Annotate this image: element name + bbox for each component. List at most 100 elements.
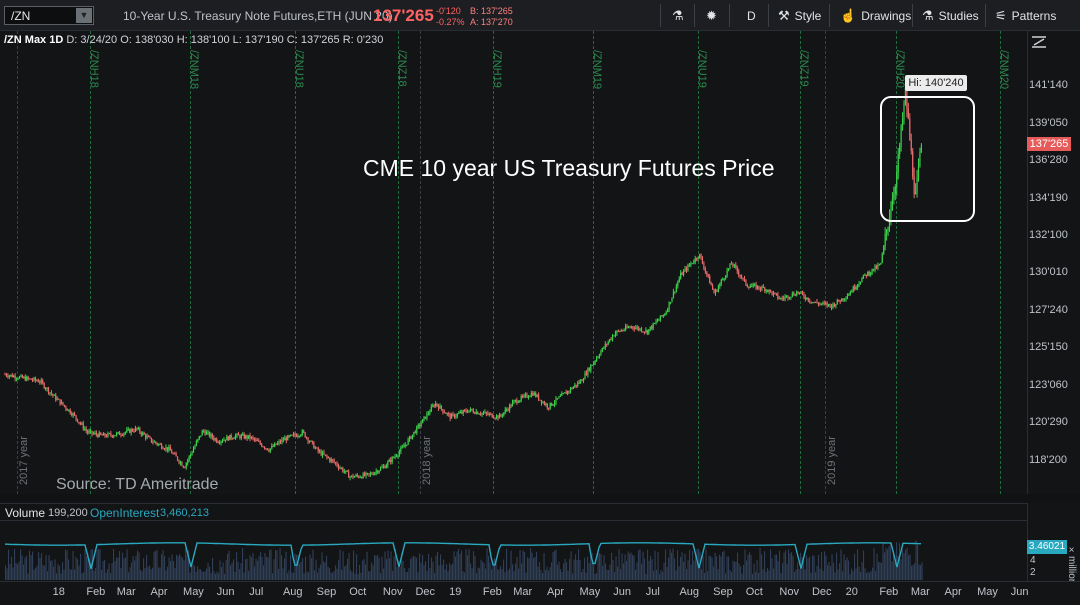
volume-bar [618, 549, 620, 580]
volume-bar [251, 557, 253, 580]
candle-body [469, 408, 472, 411]
volume-bar [242, 548, 244, 580]
volume-bar [159, 567, 161, 580]
volume-bar [341, 569, 343, 580]
symbol-selector[interactable]: /ZN ▼ [4, 6, 94, 25]
volume-bar [479, 568, 481, 580]
volume-bar [882, 543, 884, 580]
volume-bar [417, 572, 419, 580]
volume-bar [225, 560, 227, 580]
settings-button[interactable]: ✹ [706, 5, 722, 27]
candle-body [108, 433, 110, 435]
candle-body [190, 454, 192, 457]
candle-body [234, 435, 237, 439]
flask-button[interactable]: ⚗ [672, 5, 689, 27]
candle-body [69, 409, 71, 414]
candle-body [242, 434, 244, 436]
patterns-button[interactable]: ⚟ Patterns [995, 5, 1056, 27]
volume-bar [774, 554, 776, 580]
aggregation-button[interactable]: D [747, 5, 756, 27]
volume-bar [27, 573, 29, 580]
volume-bar [503, 559, 505, 580]
style-button[interactable]: ⚒ Style [778, 5, 821, 27]
candle-body [345, 470, 347, 472]
volume-bar [554, 550, 556, 580]
candle-body [474, 412, 476, 414]
volume-bar [446, 564, 448, 580]
volume-bar [291, 572, 293, 580]
candle-body [817, 303, 820, 305]
candle-body [891, 199, 893, 211]
candle-body [92, 433, 95, 435]
volume-bar [768, 570, 770, 580]
price-tick-label: 139'050 [1029, 117, 1068, 129]
candle-body [594, 360, 596, 363]
candle-body [684, 268, 686, 271]
candle-body [716, 290, 718, 292]
volume-bar [639, 549, 641, 580]
volume-bar [902, 549, 904, 580]
candle-body [114, 435, 116, 437]
candle-body [419, 424, 421, 426]
volume-bar [662, 571, 664, 580]
price-axis[interactable] [1027, 31, 1080, 494]
candle-body [145, 434, 147, 438]
volume-bar [299, 563, 301, 580]
candle-body [826, 303, 828, 306]
volume-bar [333, 571, 335, 580]
volume-bar [540, 569, 542, 580]
time-axis[interactable] [0, 581, 1080, 605]
volume-bar [551, 562, 553, 580]
candle-body [609, 339, 611, 342]
volume-bar [366, 551, 368, 580]
candle-body [913, 176, 915, 195]
candle-body [461, 411, 463, 414]
volume-bar [617, 566, 619, 580]
candle-body [880, 262, 882, 265]
volume-bar [228, 550, 230, 580]
candle-body [343, 471, 345, 473]
volume-bar [302, 558, 304, 580]
candle-body [152, 441, 154, 443]
candle-body [211, 434, 213, 438]
candle-body [700, 254, 702, 259]
volume-bar [545, 569, 547, 580]
candle-body [785, 295, 788, 297]
volume-bar [168, 557, 170, 580]
year-line [825, 31, 826, 494]
studies-button[interactable]: ⚗ Studies [922, 5, 979, 27]
chevron-down-icon[interactable]: ▼ [76, 8, 92, 23]
candle-body [272, 445, 274, 447]
time-tick-label: May [579, 586, 601, 598]
volume-bar [596, 573, 598, 580]
candle-body [229, 435, 231, 441]
symbol-input[interactable]: /ZN [11, 8, 31, 23]
fit-chart-icon[interactable] [1030, 33, 1048, 51]
candle-body [166, 447, 168, 451]
volume-bar [839, 563, 841, 580]
volume-bar [149, 565, 151, 580]
candle-body [192, 448, 195, 453]
volume-bar [72, 551, 74, 580]
volume-bar [113, 548, 115, 580]
candle-body [435, 403, 437, 407]
volume-bar [701, 569, 703, 580]
candle-body [654, 323, 656, 325]
candle-body [746, 284, 748, 287]
volume-bar [324, 562, 326, 580]
candle-body [558, 396, 560, 399]
drawings-button[interactable]: ☝ Drawings [840, 5, 911, 27]
volume-bar [692, 550, 694, 580]
candle-body [187, 460, 189, 464]
candle-body [784, 296, 786, 299]
volume-bar [141, 571, 143, 580]
candle-body [548, 407, 550, 409]
candle-body [395, 456, 398, 458]
volume-bar [728, 556, 730, 580]
volume-bar [543, 553, 545, 580]
candle-body [490, 413, 492, 415]
candle-body [53, 394, 55, 396]
volume-bar [560, 569, 562, 580]
price-chart-panel[interactable] [0, 31, 1027, 494]
candle-body [854, 286, 856, 289]
